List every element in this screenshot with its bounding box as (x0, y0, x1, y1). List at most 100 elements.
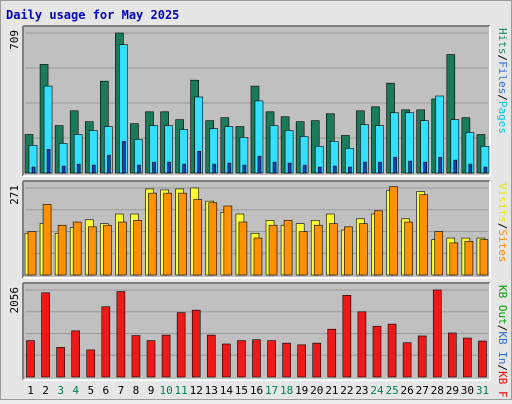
hits-bar-pages: Pages 7: 160 (122, 141, 126, 174)
hits-bar-pages: Pages 19: 40 (302, 164, 307, 174)
x-tick-label: 3 (57, 384, 64, 397)
visits-bar-sites: Sites 22: 150 (344, 226, 353, 276)
x-tick-label: 31 (476, 384, 489, 397)
kbytes-bar-kb-f: KB F 30: 920 (463, 337, 472, 378)
visits-bar-sites: Sites 20: 155 (313, 224, 323, 276)
visits-bar-sites: Sites 14: 215 (223, 205, 233, 276)
visits-bar-sites: Sites 15: 165 (238, 221, 248, 276)
hits-legend-item: Files (496, 61, 509, 94)
kbytes-bar-kb-f: KB F 15: 860 (237, 340, 246, 378)
x-tick-label: 21 (325, 384, 338, 397)
visits-bar-sites: Sites 11: 255 (178, 192, 187, 276)
kbytes-legend-item: / (496, 325, 509, 332)
x-tick-label: 20 (310, 384, 323, 397)
visits-bar-sites: Sites 13: 225 (208, 202, 218, 276)
hits-bar-pages: Pages 16: 85 (257, 155, 262, 174)
hits-bar-pages: Pages 9: 55 (152, 161, 156, 174)
visits-bar-sites: Sites 2: 220 (42, 204, 52, 276)
chart-title: Daily usage for May 2025 (6, 8, 179, 22)
kbytes-bar-kb-f: KB F 21: 1130 (327, 328, 337, 378)
kbytes-bar-kb-f: KB F 3: 700 (56, 347, 65, 378)
kbytes-bar-kb-f: KB F 16: 880 (252, 339, 261, 378)
kbytes-bar-kb-f: KB F 31: 850 (478, 340, 487, 378)
x-tick-label: 16 (250, 384, 263, 397)
hits-ymax-label: 709 (8, 30, 21, 50)
kbytes-bar-kb-f: KB F 12: 1580 (191, 309, 201, 378)
hits-bar-pages: Pages 12: 110 (197, 150, 202, 174)
hits-bar-pages: Pages 10: 55 (167, 161, 171, 174)
x-tick-label: 15 (235, 384, 248, 397)
kbytes-legend-item: KB Out (496, 285, 509, 325)
visits-bar-sites: Sites 28: 135 (434, 231, 444, 276)
kbytes-bar-kb-f: KB F 29: 1040 (448, 332, 457, 378)
visits-bar-sites: Sites 4: 165 (72, 221, 82, 276)
visits-bar-sites: Sites 30: 105 (464, 240, 474, 276)
x-tick-label: 12 (190, 384, 203, 397)
hits-bar-pages: Pages 18: 50 (287, 162, 292, 174)
kbytes-bar-kb-f: KB F 4: 1090 (71, 330, 80, 378)
visits-bar-sites: Sites 21: 160 (328, 223, 338, 276)
hits-bar-pages: Pages 6: 90 (107, 154, 111, 174)
hits-bar-pages: Pages 4: 45 (76, 163, 81, 174)
x-tick-label: 25 (385, 384, 398, 397)
x-tick-label: 24 (370, 384, 384, 397)
hits-bar-pages: Pages 29: 65 (453, 159, 458, 174)
hits-bar-pages: Pages 30: 45 (468, 163, 473, 174)
x-tick-label: 10 (159, 384, 172, 397)
visits-bar-sites: Sites 19: 135 (298, 231, 308, 276)
chart-panels: 709 Hits/Files/PagesHits 1: 195Hits 2: 55… (8, 25, 509, 398)
kbytes-bar-kb-f: KB F 1: 860 (26, 340, 35, 378)
kbytes-bar-kb-f: KB F 11: 1520 (176, 312, 186, 378)
x-tick-label: 14 (220, 384, 234, 397)
visits-legend: Visits/Sites (496, 183, 509, 263)
x-tick-label: 8 (133, 384, 140, 397)
hits-legend: Hits/Files/Pages (496, 28, 509, 134)
hits-bar-pages: Pages 8: 40 (137, 164, 141, 174)
x-tick-label: 11 (175, 384, 188, 397)
visits-legend-item: / (496, 223, 509, 230)
kbytes-bar-kb-f: KB F 17: 860 (267, 340, 276, 378)
x-tick-label: 23 (355, 384, 368, 397)
visits-bar-sites: Sites 10: 255 (163, 192, 172, 276)
kbytes-bar-kb-f: KB F 6: 1660 (101, 306, 111, 378)
visits-bar-sites: Sites 24: 200 (374, 210, 383, 276)
x-tick-label: 19 (295, 384, 308, 397)
kbytes-bar-kb-f: KB F 23: 1540 (357, 311, 367, 378)
x-tick-label: 28 (431, 384, 444, 397)
hits-bar-pages: Pages 15: 40 (242, 164, 247, 174)
visits-legend-item: Sites (496, 229, 509, 262)
x-tick-label: 17 (265, 384, 278, 397)
hits-bar-pages: Pages 20: 30 (317, 166, 322, 174)
kbytes-legend-item: KB F (496, 371, 509, 398)
hits-bar-pages: Pages 22: 30 (348, 166, 352, 174)
kbytes-bar-kb-f: KB F 24: 1200 (372, 325, 382, 378)
kbytes-ymax-label: 2056 (8, 287, 21, 314)
kbytes-bar-kb-f: KB F 5: 640 (86, 349, 96, 378)
x-tick-label: 1 (27, 384, 34, 397)
hits-bar-pages: Pages 23: 55 (363, 161, 367, 174)
visits-panel: 271 Visits/SitesVisits 1: 130Visits 2: 16… (8, 180, 509, 279)
x-tick-label: 6 (103, 384, 110, 397)
kbytes-bar-kb-f: KB F 9: 860 (146, 340, 156, 378)
hits-bar-pages: Pages 5: 40 (91, 164, 96, 174)
kbytes-panel: 2056 KB Out/KB In/KB FKB F 1: 860KB F 2: … (8, 282, 509, 398)
kbytes-bar-kb-f: KB F 7: 2020 (116, 291, 126, 378)
x-tick-label: 7 (118, 384, 125, 397)
visits-bar-sites: Sites 8: 170 (133, 220, 142, 276)
hits-bar-pages: Pages 25: 80 (393, 156, 397, 174)
kbytes-bar-kb-f: KB F 25: 1250 (387, 323, 397, 378)
visits-ymax-label: 271 (8, 185, 21, 205)
visits-bar-sites: Sites 27: 250 (419, 194, 428, 276)
kbytes-bar-kb-f: KB F 26: 810 (402, 342, 412, 378)
kbytes-bar-kb-f: KB F 2: 1990 (41, 292, 50, 378)
kbytes-bar-kb-f: KB F 28: 2056 (432, 289, 442, 378)
visits-bar-sites: Sites 1: 135 (27, 231, 37, 276)
hits-legend-item: / (496, 94, 509, 101)
x-tick-label: 22 (340, 384, 353, 397)
x-tick-label: 18 (280, 384, 293, 397)
kbytes-bar-kb-f: KB F 18: 800 (282, 342, 291, 378)
hits-bar-pages: Pages 17: 55 (272, 161, 277, 174)
visits-bar-sites: Sites 3: 155 (57, 224, 67, 276)
